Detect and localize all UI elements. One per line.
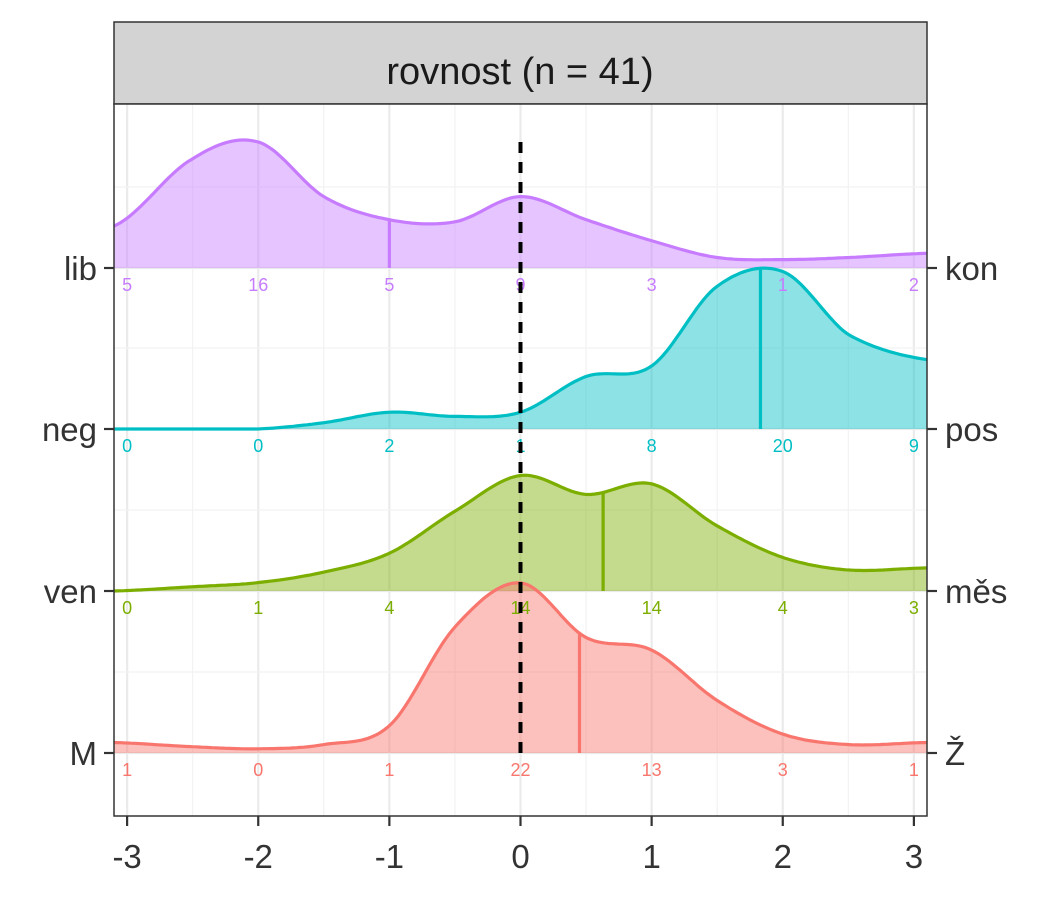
count-label: 16 [248, 275, 268, 295]
strip-box [113, 21, 928, 105]
count-label: 13 [642, 760, 662, 780]
count-label: 14 [642, 598, 662, 618]
left-label-M: M [70, 735, 98, 772]
x-tick-label: 0 [511, 838, 529, 875]
count-label: 20 [773, 436, 793, 456]
x-tick-label: 3 [905, 838, 923, 875]
count-label: 1 [778, 275, 788, 295]
density-line [113, 138, 928, 262]
left-label-ven: ven [44, 573, 97, 610]
count-label: 4 [384, 598, 394, 618]
density-area [114, 475, 927, 591]
count-label: 1 [253, 598, 263, 618]
right-y-axis: kon pos měs Ž [927, 250, 1007, 772]
ridge-ven [113, 473, 928, 593]
right-label: Ž [945, 735, 965, 772]
chart-title: rovnost (n = 41) [386, 51, 653, 93]
right-label: kon [945, 250, 998, 287]
count-label: 1 [384, 760, 394, 780]
density-area [114, 268, 927, 429]
count-label: 1 [909, 760, 919, 780]
left-label-neg: neg [42, 411, 97, 448]
count-label: 8 [647, 436, 657, 456]
count-label: 0 [253, 760, 263, 780]
strip-header: rovnost (n = 41) [113, 21, 928, 105]
x-tick-label: -2 [244, 838, 273, 875]
count-label: 3 [647, 275, 657, 295]
count-label: 0 [122, 436, 132, 456]
count-label: 2 [384, 436, 394, 456]
right-label: měs [945, 573, 1007, 610]
left-label-lib: lib [64, 250, 97, 287]
count-label: 9 [909, 436, 919, 456]
count-label: 2 [909, 275, 919, 295]
x-tick-label: -1 [375, 838, 404, 875]
count-label: 1 [122, 760, 132, 780]
count-label: 0 [122, 598, 132, 618]
x-axis: -3 -2 -1 0 1 2 3 [112, 816, 923, 875]
count-label: 0 [253, 436, 263, 456]
x-tick-label: 1 [642, 838, 660, 875]
count-label: 3 [778, 760, 788, 780]
count-label: 5 [122, 275, 132, 295]
count-label: 4 [778, 598, 788, 618]
density-line [113, 473, 928, 593]
x-tick-label: -3 [112, 838, 141, 875]
x-tick-label: 2 [774, 838, 792, 875]
count-label: 5 [384, 275, 394, 295]
count-label: 22 [510, 760, 530, 780]
plot-panel: 5165931200218209014141443101221331 [113, 103, 928, 817]
left-y-axis: lib neg ven M [42, 250, 114, 772]
count-label: 3 [909, 598, 919, 618]
right-label: pos [945, 411, 998, 448]
